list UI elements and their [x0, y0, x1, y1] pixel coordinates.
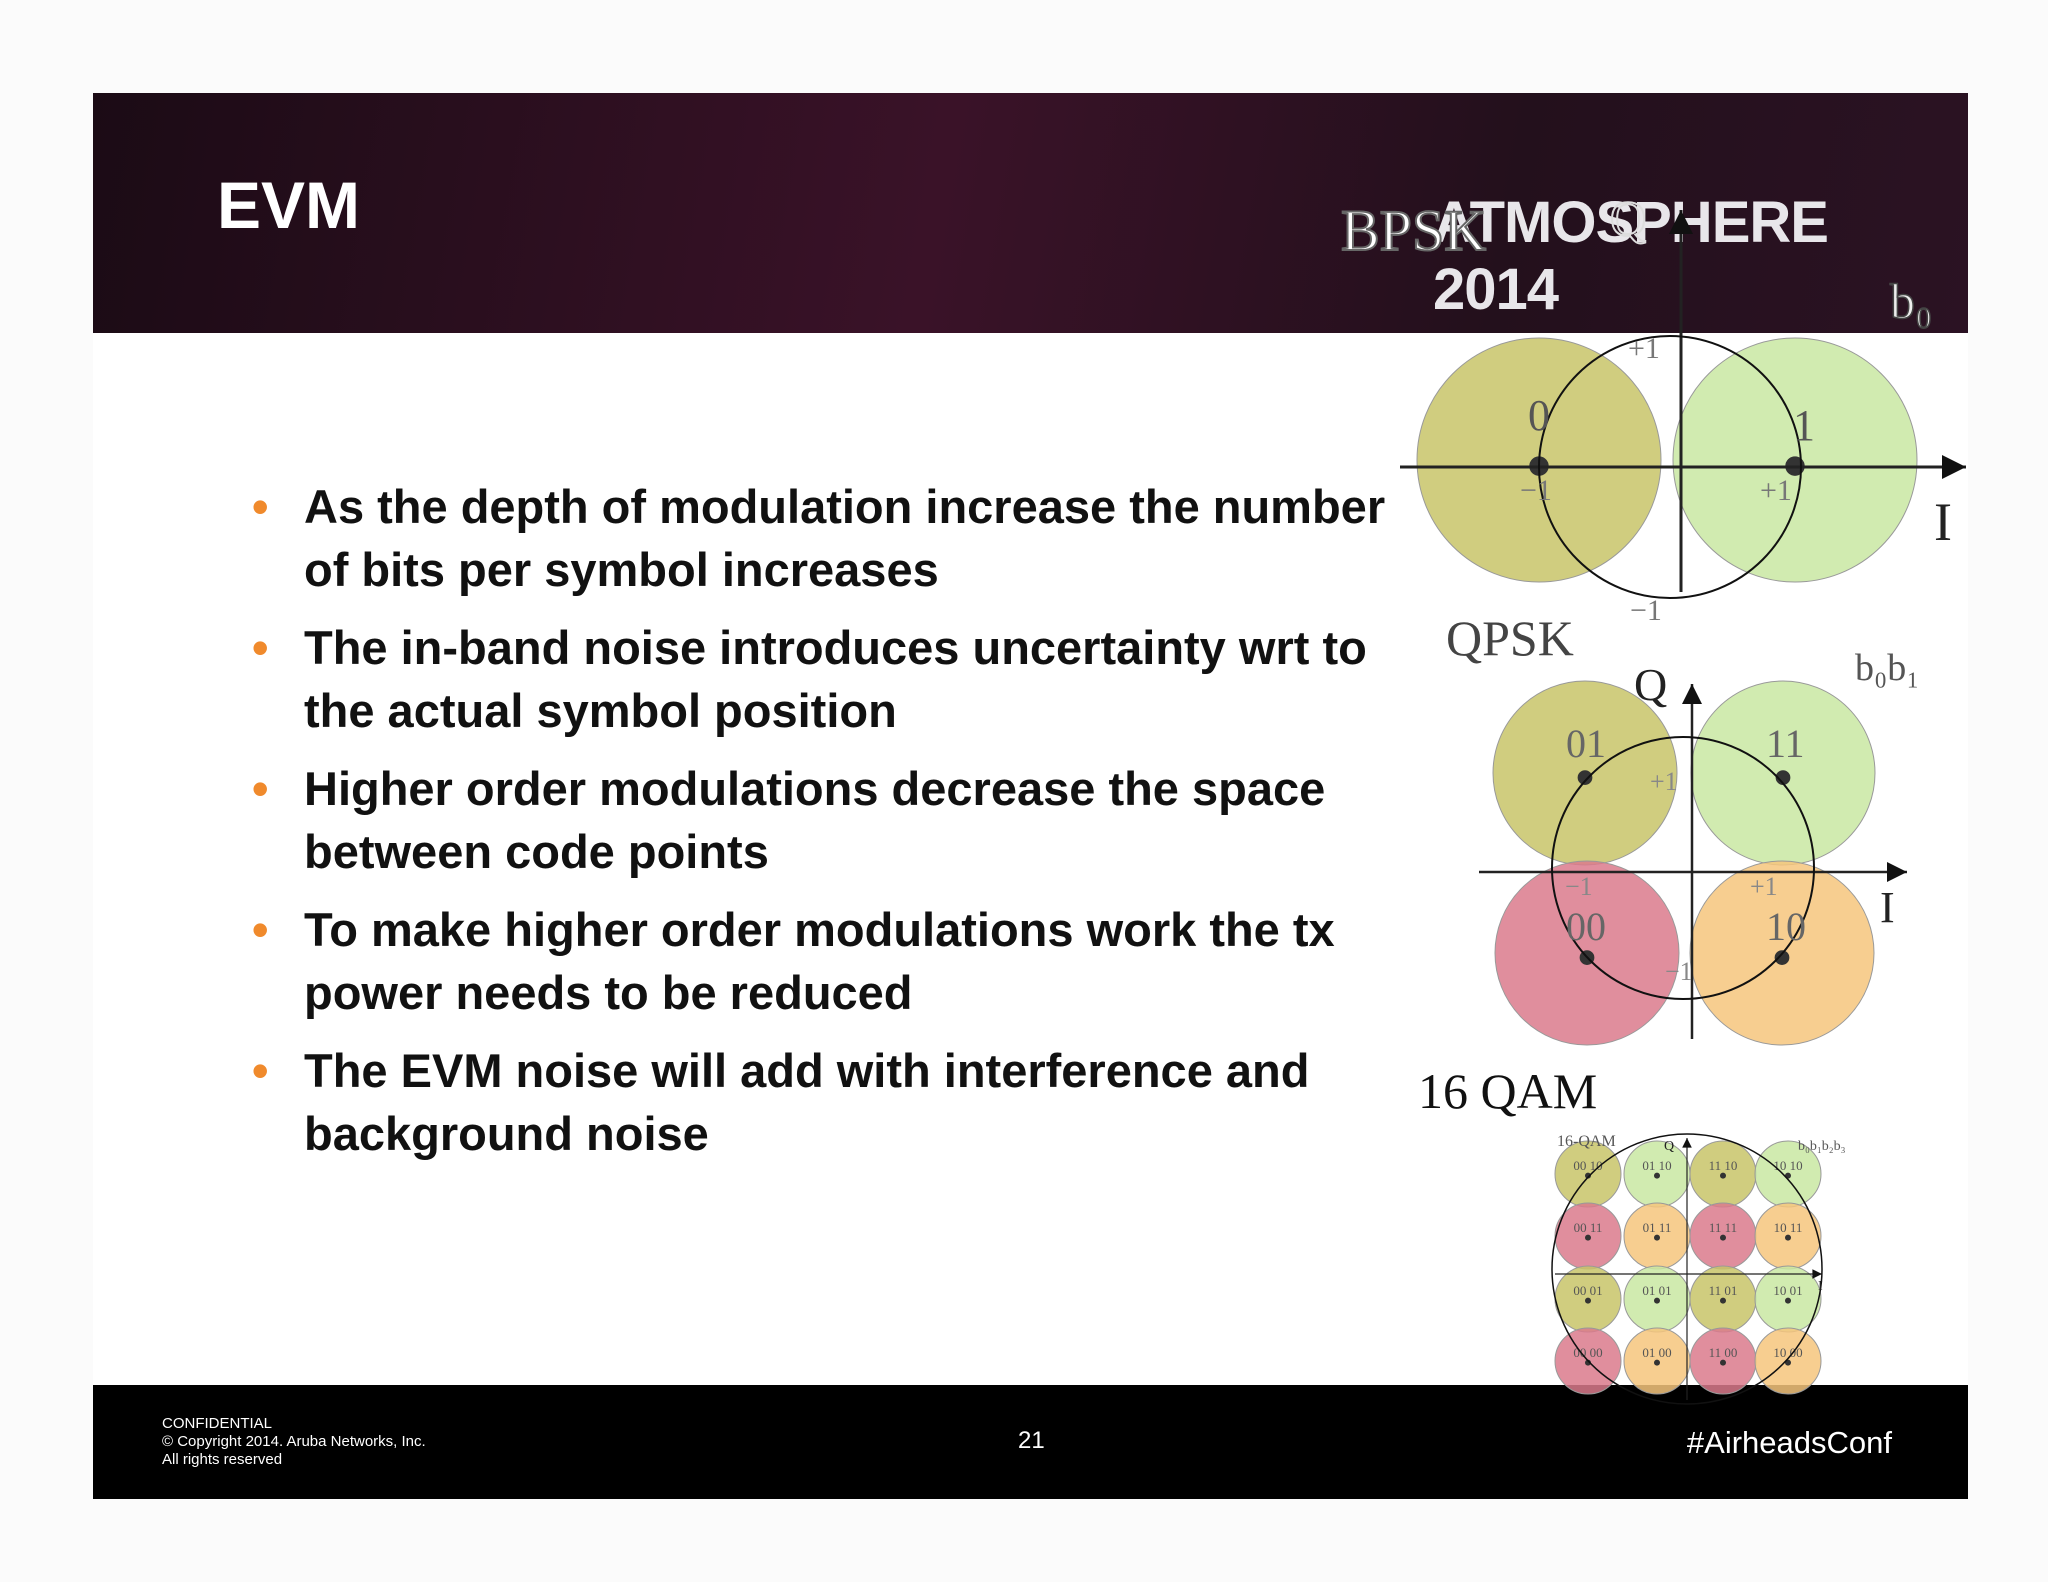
tick-label: −1 — [1630, 594, 1662, 627]
point-label: 10 — [1766, 904, 1806, 949]
page-number: 21 — [1018, 1427, 1045, 1454]
footer-line: CONFIDENTIAL — [162, 1415, 273, 1432]
i-arrow — [1887, 862, 1907, 882]
diagram-label: QPSK — [1446, 610, 1574, 666]
confidential-note: CONFIDENTIAL © Copyright 2014. Aruba Netw… — [162, 1415, 426, 1469]
bullet: As the depth of modulation increase the … — [252, 475, 1392, 601]
constellation-point — [1654, 1234, 1660, 1241]
constellation-point — [1585, 1359, 1591, 1366]
bullet: To make higher order modulations work th… — [252, 898, 1392, 1024]
point-label: 00 01 — [1573, 1283, 1602, 1298]
diagram-label: BPSK — [1341, 198, 1486, 263]
axis-label: I — [1880, 883, 1895, 932]
bit-label: b₀b₁b₂b₃ — [1798, 1139, 1846, 1154]
constellation-point — [1720, 1172, 1726, 1179]
footer-line: All rights reserved — [162, 1451, 283, 1468]
q-arrow — [1682, 684, 1702, 704]
point-label: 11 — [1766, 721, 1805, 766]
constellation-point — [1775, 770, 1791, 785]
constellation-point — [1585, 1172, 1591, 1179]
point-label: 11 00 — [1709, 1345, 1738, 1360]
q-arrow — [1682, 1138, 1692, 1148]
hashtag: #AirheadsConf — [1686, 1425, 1892, 1460]
diagram-label: 16-QAM — [1557, 1133, 1616, 1150]
i-arrow — [1812, 1269, 1822, 1279]
noise-circle — [1551, 1133, 1823, 1405]
point-label: 00 — [1566, 904, 1606, 949]
point-label: 00 00 — [1573, 1345, 1602, 1360]
constellation-point — [1577, 770, 1593, 785]
constellation-point — [1720, 1234, 1726, 1241]
point-label: 1 — [1793, 401, 1815, 450]
bullet: The EVM noise will add with interference… — [252, 1039, 1392, 1165]
point-label: 11 11 — [1709, 1220, 1737, 1235]
constellation-point — [1720, 1297, 1726, 1304]
footer: CONFIDENTIAL © Copyright 2014. Aruba Netw… — [93, 1385, 1968, 1499]
diagram-label: 16 QAM — [1418, 1063, 1597, 1119]
constellation-point — [1585, 1297, 1591, 1304]
point-label: 11 01 — [1709, 1283, 1738, 1298]
point-label: 01 01 — [1642, 1283, 1671, 1298]
q-arrow — [1669, 210, 1693, 234]
bit-label: b₀ — [1890, 273, 1932, 329]
point-label: 0 — [1528, 391, 1550, 440]
slide-title: EVM — [217, 168, 361, 242]
axis-label: Q — [1634, 659, 1667, 710]
tick-label: +1 — [1628, 332, 1660, 365]
tick-label: −1 — [1520, 474, 1552, 507]
point-label: 01 11 — [1643, 1220, 1672, 1235]
point-label: 01 — [1566, 721, 1606, 766]
bullet: The in-band noise introduces uncertainty… — [252, 616, 1392, 742]
constellation-point — [1785, 1234, 1791, 1241]
constellation-point — [1585, 1234, 1591, 1241]
i-arrow — [1942, 455, 1966, 479]
point-label: 01 10 — [1642, 1158, 1671, 1173]
header: EVM ATMOSPHERE 2014 — [93, 93, 1968, 333]
tick-label: −1 — [1565, 872, 1593, 901]
tick-label: +1 — [1760, 474, 1792, 507]
bullet: Higher order modulations decrease the sp… — [252, 757, 1392, 883]
point-label: 00 10 — [1573, 1158, 1602, 1173]
point-label: 10 01 — [1773, 1283, 1802, 1298]
point-label: 01 00 — [1642, 1345, 1671, 1360]
point-label: 10 11 — [1774, 1220, 1803, 1235]
constellation-point — [1654, 1172, 1660, 1179]
axis-label: I — [1934, 492, 1952, 552]
bit-label: b₀b₁ — [1855, 647, 1920, 689]
bullet-list: As the depth of modulation increase the … — [252, 475, 1392, 1180]
logo: ATMOSPHERE 2014 — [1433, 190, 1829, 322]
constellation-point — [1720, 1359, 1726, 1366]
axis-label: Q — [1610, 190, 1646, 246]
axis-label: I — [1818, 1279, 1823, 1294]
tick-label: +1 — [1750, 872, 1778, 901]
constellation-point — [1774, 950, 1790, 965]
point-label: 10 10 — [1773, 1158, 1802, 1173]
constellation-point — [1654, 1359, 1660, 1366]
footer-line: © Copyright 2014. Aruba Networks, Inc. — [162, 1433, 426, 1450]
point-label: 00 11 — [1574, 1220, 1603, 1235]
point-label: 11 10 — [1709, 1158, 1738, 1173]
axis-label: Q — [1664, 1139, 1674, 1154]
constellation-point — [1785, 1297, 1791, 1304]
tick-label: +1 — [1650, 767, 1678, 796]
constellation-point — [1654, 1297, 1660, 1304]
tick-label: −1 — [1665, 957, 1693, 986]
noise-circle — [1551, 736, 1815, 1000]
noise-circle — [1538, 335, 1802, 599]
